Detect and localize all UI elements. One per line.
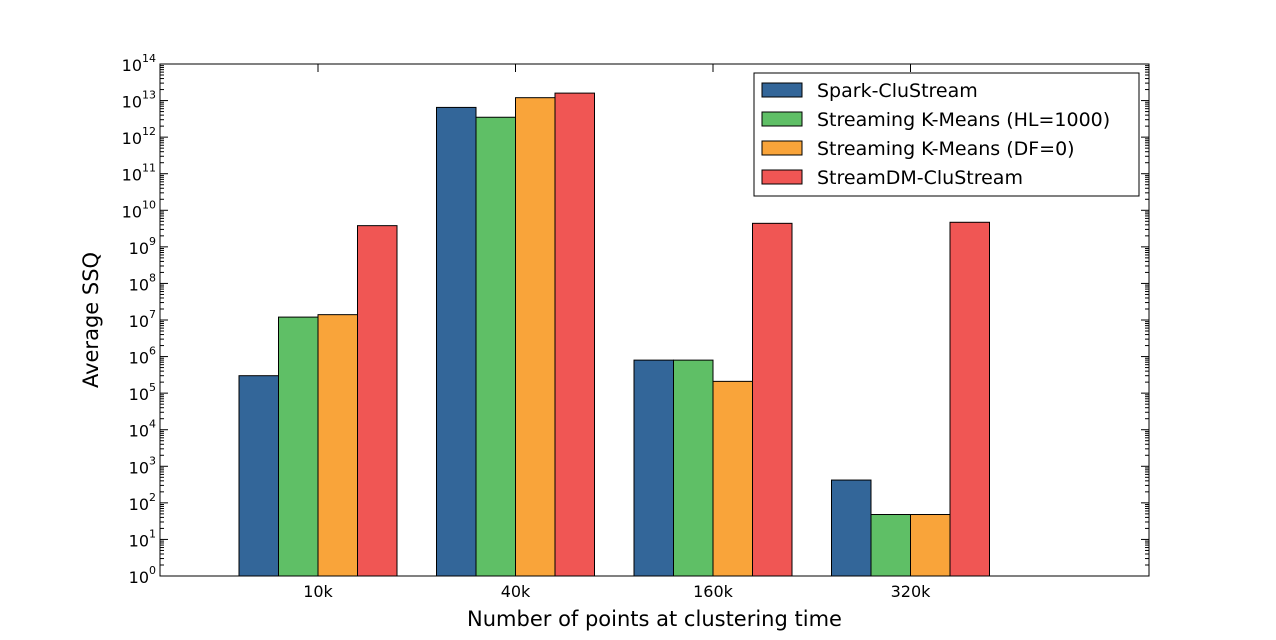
y-tick-label-11: 1011: [122, 162, 156, 185]
y-axis-label: Average SSQ: [79, 252, 103, 388]
legend-label-3: Streaming K-Means (DF=0): [817, 138, 1075, 160]
bar-10k-1: [238, 375, 279, 577]
y-tick-label-4: 104: [129, 418, 156, 441]
y-tick-label-0: 100: [129, 564, 156, 587]
bar-320k-1: [831, 479, 872, 577]
legend-swatch-4: [761, 169, 803, 185]
bar-320k-4: [949, 221, 990, 577]
y-tick-label-3: 103: [129, 454, 156, 477]
legend-label-1: Spark-CluStream: [817, 80, 978, 102]
bar-320k-3: [910, 514, 951, 577]
x-tick-label-10k: 10k: [303, 582, 333, 601]
y-tick-label-9: 109: [129, 235, 156, 258]
bar-40k-2: [475, 116, 516, 577]
x-tick-label-40k: 40k: [501, 582, 531, 601]
ticks-layer: 100 101 102 103 104 105 106 107 108 109 1010 1011 10…: [122, 52, 1149, 601]
x-tick-label-320k: 320k: [891, 582, 932, 601]
legend-frame: [753, 72, 1140, 197]
bar-160k-3: [712, 380, 753, 577]
y-tick-label-6: 106: [129, 345, 156, 368]
legend-swatch-3: [761, 140, 803, 156]
y-tick-label-13: 1013: [122, 89, 156, 112]
bar-10k-2: [278, 316, 319, 577]
y-tick-label-7: 107: [129, 308, 156, 331]
bars-layer: [238, 92, 990, 577]
bar-40k-3: [515, 97, 556, 577]
bar-160k-2: [673, 359, 714, 577]
y-tick-label-12: 1012: [122, 125, 156, 148]
y-tick-label-2: 102: [129, 491, 156, 514]
legend-label-4: StreamDM-CluStream: [817, 167, 1023, 189]
bar-160k-1: [633, 359, 674, 577]
legend-label-2: Streaming K-Means (HL=1000): [817, 109, 1110, 131]
y-tick-label-10: 1010: [122, 198, 156, 221]
y-tick-label-14: 1014: [122, 52, 156, 75]
bar-10k-3: [317, 314, 358, 577]
bar-40k-1: [436, 106, 477, 577]
bar-10k-4: [357, 225, 398, 577]
y-tick-label-8: 108: [129, 271, 156, 294]
legend-swatch-1: [761, 82, 803, 98]
x-tick-label-160k: 160k: [693, 582, 734, 601]
bar-320k-2: [870, 514, 911, 577]
bar-40k-4: [554, 92, 595, 577]
legend-swatch-2: [761, 111, 803, 127]
y-tick-label-5: 105: [129, 381, 156, 404]
x-axis-label: Number of points at clustering time: [467, 607, 842, 631]
y-tick-label-1: 101: [129, 527, 156, 550]
legend: Spark-CluStream Streaming K-Means (HL=100…: [753, 72, 1140, 197]
bar-160k-4: [752, 222, 793, 577]
